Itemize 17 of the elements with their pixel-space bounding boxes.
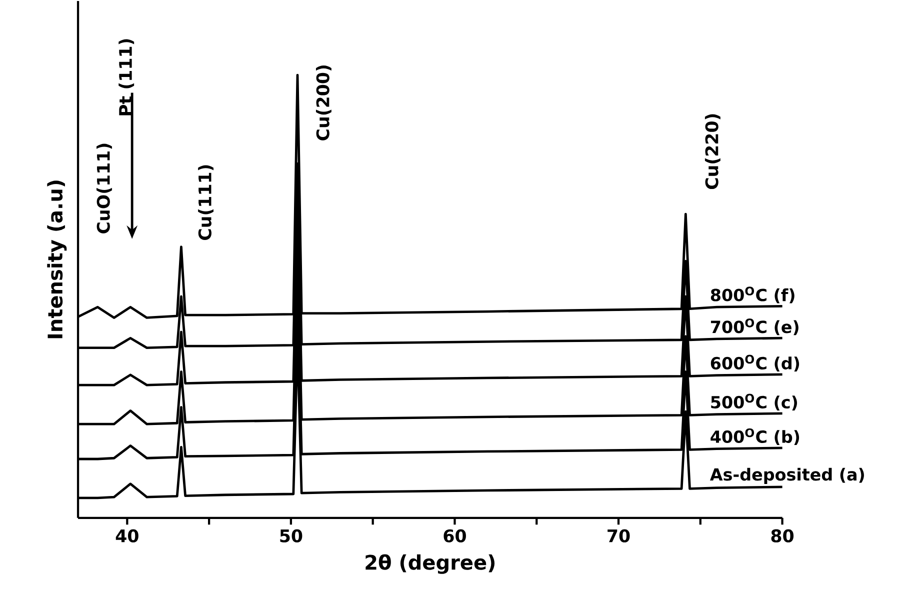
series-label: 600$^{O}$C (d) xyxy=(710,354,800,372)
series-label: As-deposited (a) xyxy=(710,468,864,484)
annotation: Cu(111) xyxy=(198,165,214,240)
annotation: Cu(220) xyxy=(704,114,720,190)
y-axis-title: Intensity (a.u) xyxy=(47,180,67,338)
series-label: 400$^{O}$C (b) xyxy=(710,428,800,446)
x-tick-label: 80 xyxy=(771,529,794,542)
x-axis-title: 2θ (degree) xyxy=(366,554,494,574)
series-label: 500$^{O}$C (c) xyxy=(711,394,798,410)
series-label: 800$^{O}$C (f) xyxy=(710,286,794,304)
x-tick-label: 50 xyxy=(280,529,302,542)
x-tick-label: 70 xyxy=(608,529,630,542)
annotation: CuO(111) xyxy=(96,144,112,234)
x-tick-label: 60 xyxy=(444,529,466,542)
x-tick-label: 40 xyxy=(116,529,138,542)
annotation: Cu(200) xyxy=(316,66,332,140)
series-label: 700$^{O}$C (e) xyxy=(710,318,798,336)
